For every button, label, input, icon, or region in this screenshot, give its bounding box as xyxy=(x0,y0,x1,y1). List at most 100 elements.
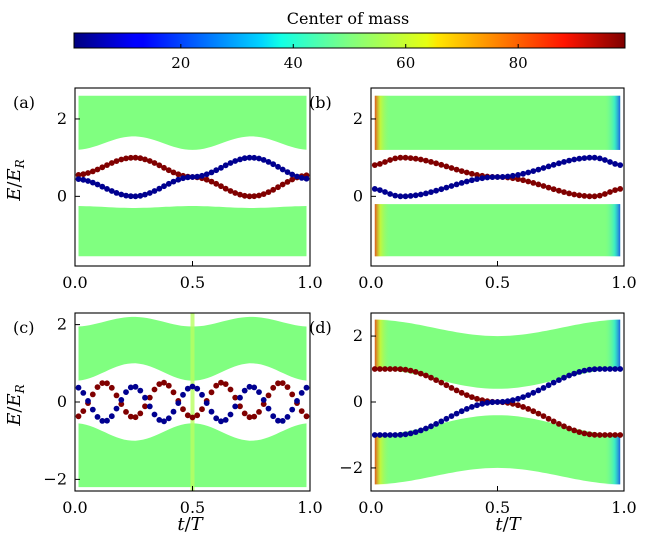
plot-area xyxy=(75,313,310,491)
edge-state-point xyxy=(75,176,82,183)
edge-state-point xyxy=(137,410,144,417)
edge-state-point xyxy=(85,178,91,184)
panel-c: 0.0 0.5 1.0 −2 0 2 (c) xyxy=(13,312,323,517)
edge-state-point xyxy=(161,164,167,171)
edge-state-point xyxy=(520,394,526,400)
edge-state-point xyxy=(75,413,82,420)
edge-state-point xyxy=(556,160,562,167)
edge-state-point xyxy=(213,382,220,389)
edge-state-point xyxy=(189,414,196,421)
edge-state-point xyxy=(566,157,572,164)
edge-state-point xyxy=(617,432,624,438)
edge-state-point xyxy=(566,372,572,379)
edge-state-point xyxy=(515,176,521,183)
edge-state-point xyxy=(113,405,120,412)
edge-state-point xyxy=(433,160,439,167)
edge-tint-right xyxy=(604,95,621,150)
edge-state-point xyxy=(612,187,618,194)
edge-state-point xyxy=(108,413,115,420)
edge-state-point xyxy=(550,161,557,168)
edge-state-point xyxy=(175,176,182,183)
edge-state-point xyxy=(218,164,224,171)
edge-state-point xyxy=(94,166,101,173)
panel-label: (a) xyxy=(13,93,35,112)
edge-state-point xyxy=(222,162,229,169)
edge-state-point xyxy=(275,417,281,424)
edge-state-point xyxy=(237,394,243,401)
edge-state-point xyxy=(392,366,399,372)
edge-state-point xyxy=(586,154,593,161)
edge-state-point xyxy=(423,157,429,164)
edge-state-point xyxy=(170,408,177,415)
edge-state-point xyxy=(504,398,511,405)
edge-state-point xyxy=(448,413,455,419)
x-tick-label: 0.0 xyxy=(62,273,87,292)
edge-state-point xyxy=(550,186,557,193)
edge-state-point xyxy=(218,379,224,386)
y-tick-label: 0 xyxy=(353,186,363,205)
edge-state-point xyxy=(458,408,465,415)
edge-state-point xyxy=(199,406,205,413)
edge-state-point xyxy=(137,387,144,394)
y-tick-label: 2 xyxy=(353,326,363,345)
edge-state-point xyxy=(448,183,455,189)
edge-state-point xyxy=(586,431,593,438)
colorbar-tick-label: 40 xyxy=(284,54,303,72)
edge-state-point xyxy=(535,410,542,417)
edge-state-point xyxy=(561,189,567,196)
edge-state-point xyxy=(227,188,234,194)
edge-state-point xyxy=(571,191,578,198)
edge-state-point xyxy=(89,406,96,413)
edge-state-point xyxy=(203,171,210,178)
edge-state-point xyxy=(612,432,618,438)
edge-state-point xyxy=(184,385,191,392)
edge-state-point xyxy=(208,408,215,415)
edge-state-point xyxy=(607,366,613,372)
edge-state-point xyxy=(591,366,598,373)
edge-state-point xyxy=(118,397,125,403)
edge-state-point xyxy=(284,169,291,176)
edge-state-point xyxy=(596,192,603,199)
x-tick-label: 0.5 xyxy=(180,273,205,292)
edge-state-point xyxy=(474,402,480,409)
edge-state-point xyxy=(232,403,239,410)
edge-state-point xyxy=(561,159,567,165)
edge-state-point xyxy=(137,155,144,162)
edge-state-point xyxy=(298,408,305,414)
edge-state-point xyxy=(402,366,409,373)
edge-state-point xyxy=(80,408,87,414)
edge-state-point xyxy=(443,415,450,422)
edge-state-point xyxy=(428,374,434,381)
edge-state-point xyxy=(241,387,248,394)
edge-state-point xyxy=(382,366,388,372)
edge-state-point xyxy=(127,193,134,200)
edge-state-point xyxy=(617,366,624,372)
edge-state-point xyxy=(438,418,445,425)
edge-state-point xyxy=(566,190,572,197)
edge-state-point xyxy=(298,390,305,396)
edge-state-point xyxy=(113,158,120,165)
x-tick-label: 0.0 xyxy=(358,498,383,517)
edge-state-point xyxy=(108,160,115,166)
y-tick-label: 0 xyxy=(57,186,67,205)
panel-label: (b) xyxy=(309,93,332,112)
edge-state-point xyxy=(458,168,465,175)
edge-state-point xyxy=(535,166,542,173)
edge-state-point xyxy=(576,369,583,375)
edge-state-point xyxy=(260,397,267,403)
edge-state-point xyxy=(270,161,277,168)
edge-state-point xyxy=(156,381,163,387)
edge-state-point xyxy=(94,384,101,390)
edge-state-point xyxy=(170,178,177,185)
edge-state-point xyxy=(412,429,419,435)
edge-state-point xyxy=(161,183,167,190)
edge-state-point xyxy=(132,414,139,421)
edge-state-point xyxy=(142,394,148,401)
edge-state-point xyxy=(571,370,578,377)
edge-state-point xyxy=(371,432,378,438)
edge-state-point xyxy=(99,380,106,386)
edge-state-point xyxy=(127,384,134,391)
edge-state-point xyxy=(535,181,542,188)
bulk-band xyxy=(374,204,621,257)
edge-state-point xyxy=(113,190,120,196)
